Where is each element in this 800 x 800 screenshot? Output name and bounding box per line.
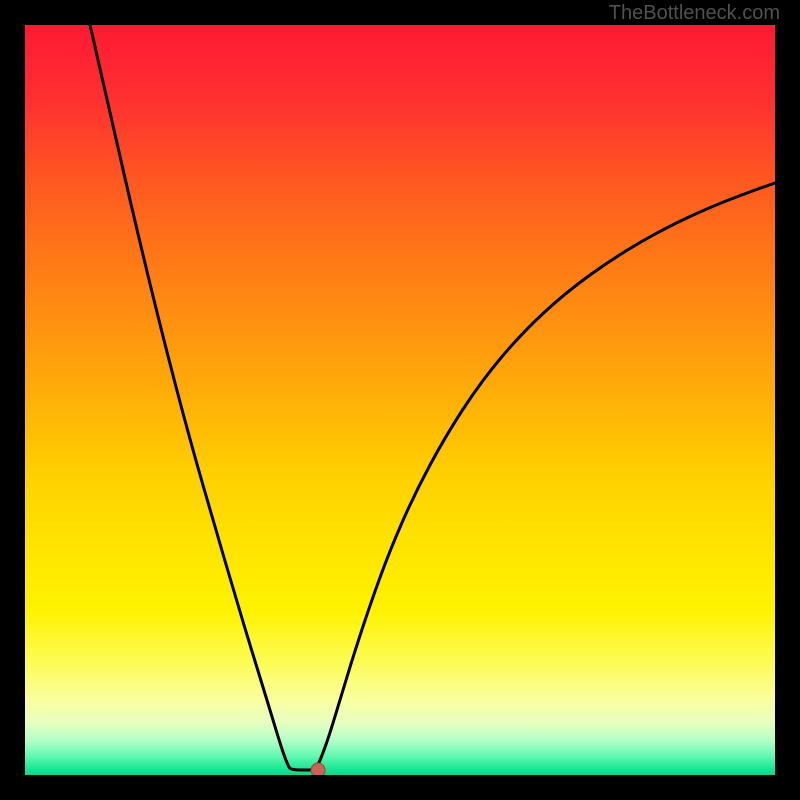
bottleneck-curve [90, 25, 775, 770]
bottleneck-curve-layer [25, 25, 775, 775]
chart-plot-area [25, 25, 775, 775]
optimum-marker-dot [311, 763, 325, 775]
watermark-text: TheBottleneck.com [609, 2, 780, 25]
